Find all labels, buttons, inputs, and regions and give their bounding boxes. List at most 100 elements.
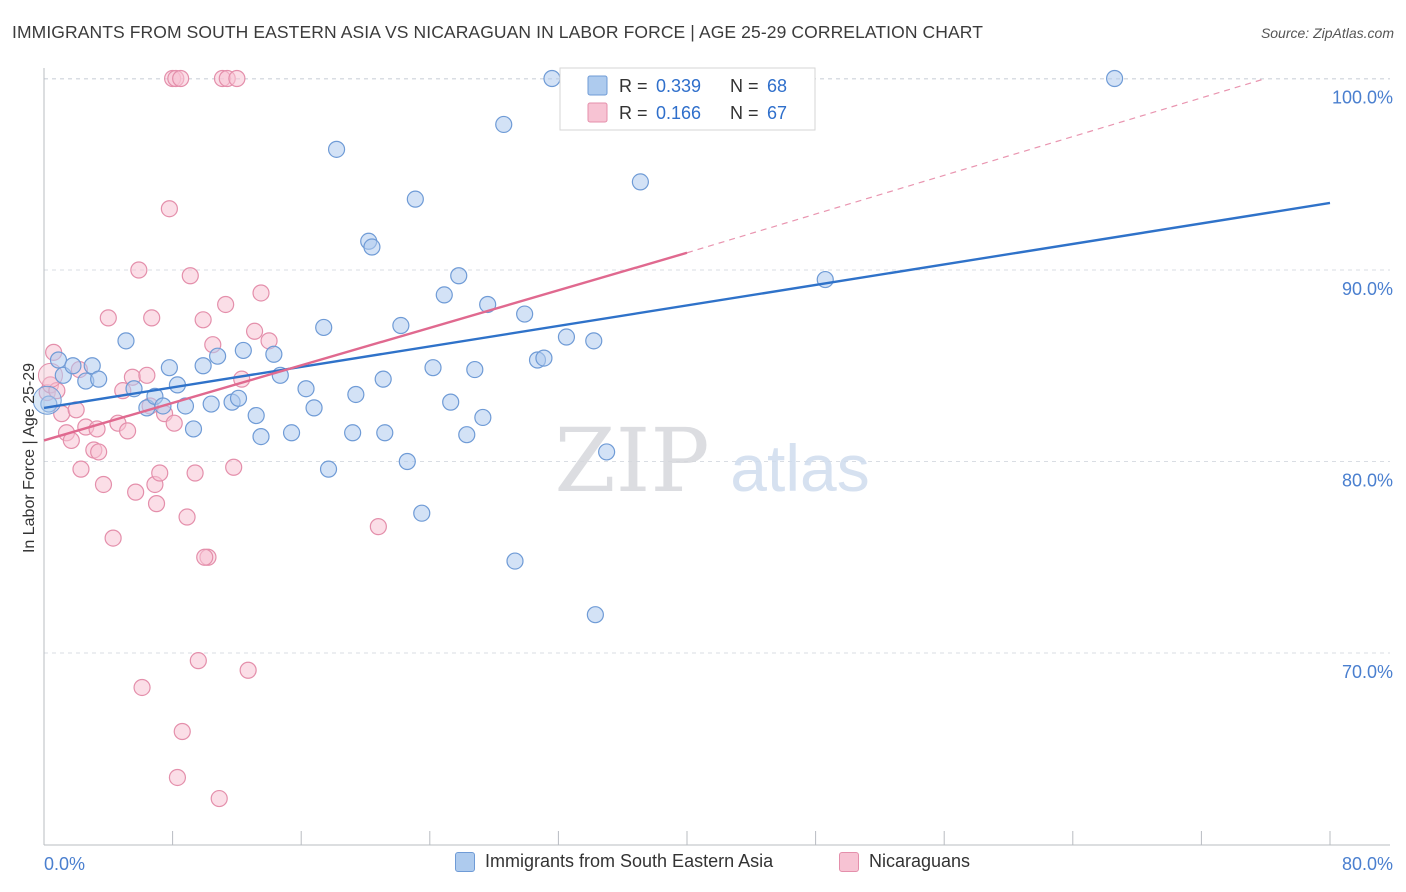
nicaraguan-point [165, 414, 183, 432]
sea-point [406, 190, 424, 208]
nicaraguans-points [37, 69, 596, 808]
sea-point [392, 316, 410, 335]
sea-point [319, 460, 338, 478]
nicaraguan-point [104, 529, 122, 547]
sea-point [516, 305, 534, 323]
sea-point [202, 395, 220, 413]
nicaraguan-point [369, 518, 387, 536]
sea-point [535, 349, 553, 367]
nicaraguan-point [143, 309, 161, 327]
nicaraguan-point [138, 366, 156, 384]
nicaraguan-point [147, 495, 166, 513]
chart-title: IMMIGRANTS FROM SOUTH EASTERN ASIA VS NI… [12, 22, 984, 42]
nicaraguan-point [173, 722, 191, 741]
nicaraguan-point [181, 267, 199, 285]
legend-r-label: R = [619, 103, 648, 123]
nicaraguan-point [194, 311, 212, 329]
sea-trend-line [43, 201, 1331, 410]
nicaraguan-point [225, 458, 243, 476]
sea-point [305, 399, 323, 417]
legend-n-value: 68 [767, 76, 787, 96]
sea-point [458, 426, 476, 444]
bottom-legend-label: Immigrants from South Eastern Asia [485, 851, 774, 871]
nicaraguan-point [99, 309, 117, 327]
bottom-legend-label: Nicaraguans [869, 851, 971, 871]
sea-point [64, 357, 82, 375]
sea-point [49, 351, 68, 369]
legend-r-value: 0.339 [656, 76, 701, 96]
sea-point [479, 295, 497, 314]
legend-n-label: N = [730, 103, 759, 123]
sea-point [117, 332, 135, 350]
nicaraguan-point [228, 69, 246, 88]
sea-point [344, 424, 362, 442]
legend-swatch-pink [587, 102, 608, 123]
legend-n-label: N = [730, 76, 759, 96]
sea-point [435, 286, 453, 304]
sea-point [474, 408, 492, 427]
nicaraguan-point [245, 322, 264, 340]
sea-point [194, 357, 212, 375]
sea-point [1105, 69, 1124, 88]
grid [44, 78, 1390, 654]
sea-point [374, 370, 392, 388]
legend-n-value: 67 [767, 103, 787, 123]
sea-point [209, 347, 227, 365]
sea-point [495, 115, 513, 134]
legend-swatch-pink [839, 851, 859, 872]
sea-point [160, 359, 178, 377]
sea-point [631, 173, 649, 191]
sea-point [424, 359, 442, 377]
nicaraguan-point [168, 768, 187, 787]
watermark-atlas: atlas [730, 431, 869, 505]
nicaraguan-point [151, 464, 169, 482]
sea-point [413, 504, 431, 522]
trend-lines [43, 77, 1331, 442]
sea-point [347, 385, 365, 404]
sea-point [247, 406, 265, 425]
bottom-legend: Immigrants from South Eastern Asia Nicar… [0, 851, 1406, 877]
sea-point [265, 345, 283, 363]
legend-r-value: 0.166 [656, 103, 701, 123]
watermark-zip: ZIP [554, 409, 709, 512]
nicaraguan-point [252, 284, 270, 302]
source-label: Source: ZipAtlas.com [1260, 25, 1394, 41]
sea-point [234, 341, 252, 360]
sea-point [598, 443, 616, 461]
nicaraguan-point [94, 475, 113, 494]
sea-point [506, 552, 524, 570]
nicaraguan-point [239, 661, 257, 679]
sea-point [297, 380, 315, 398]
y-tick-label: 90.0% [1342, 279, 1393, 299]
sea-point [450, 267, 468, 285]
y-axis-label: In Labor Force | Age 25-29 [21, 363, 38, 553]
nicaraguan-point [72, 460, 90, 478]
nicaraguan-point [210, 789, 228, 808]
bottom-legend-item-blue: Immigrants from South Eastern Asia [455, 851, 773, 872]
nicaraguan-point [127, 483, 145, 501]
nicaraguan-trend-extension [686, 77, 1266, 254]
sea-point [466, 360, 484, 379]
nicaraguan-point [172, 69, 190, 88]
nicaraguan-point [118, 422, 137, 440]
legend-swatch-blue [587, 75, 608, 96]
sea-point [315, 318, 333, 337]
nicaraguan-point [189, 652, 207, 670]
legend-r-label: R = [619, 76, 648, 96]
sea-point [90, 370, 108, 388]
sea-point [229, 389, 248, 407]
nicaraguan-point [90, 443, 108, 461]
nicaraguan-point [178, 508, 196, 526]
nicaraguan-point [217, 295, 235, 314]
nicaraguan-point [160, 200, 178, 218]
y-tick-label: 80.0% [1342, 471, 1393, 491]
y-tick-label: 100.0% [1332, 88, 1393, 108]
nicaraguan-point [186, 464, 204, 482]
sea-point [585, 332, 603, 350]
sea-point [376, 424, 394, 442]
sea-point [586, 606, 604, 624]
sea-point [363, 238, 381, 256]
sea-point [327, 140, 346, 158]
sea-point [252, 428, 270, 446]
